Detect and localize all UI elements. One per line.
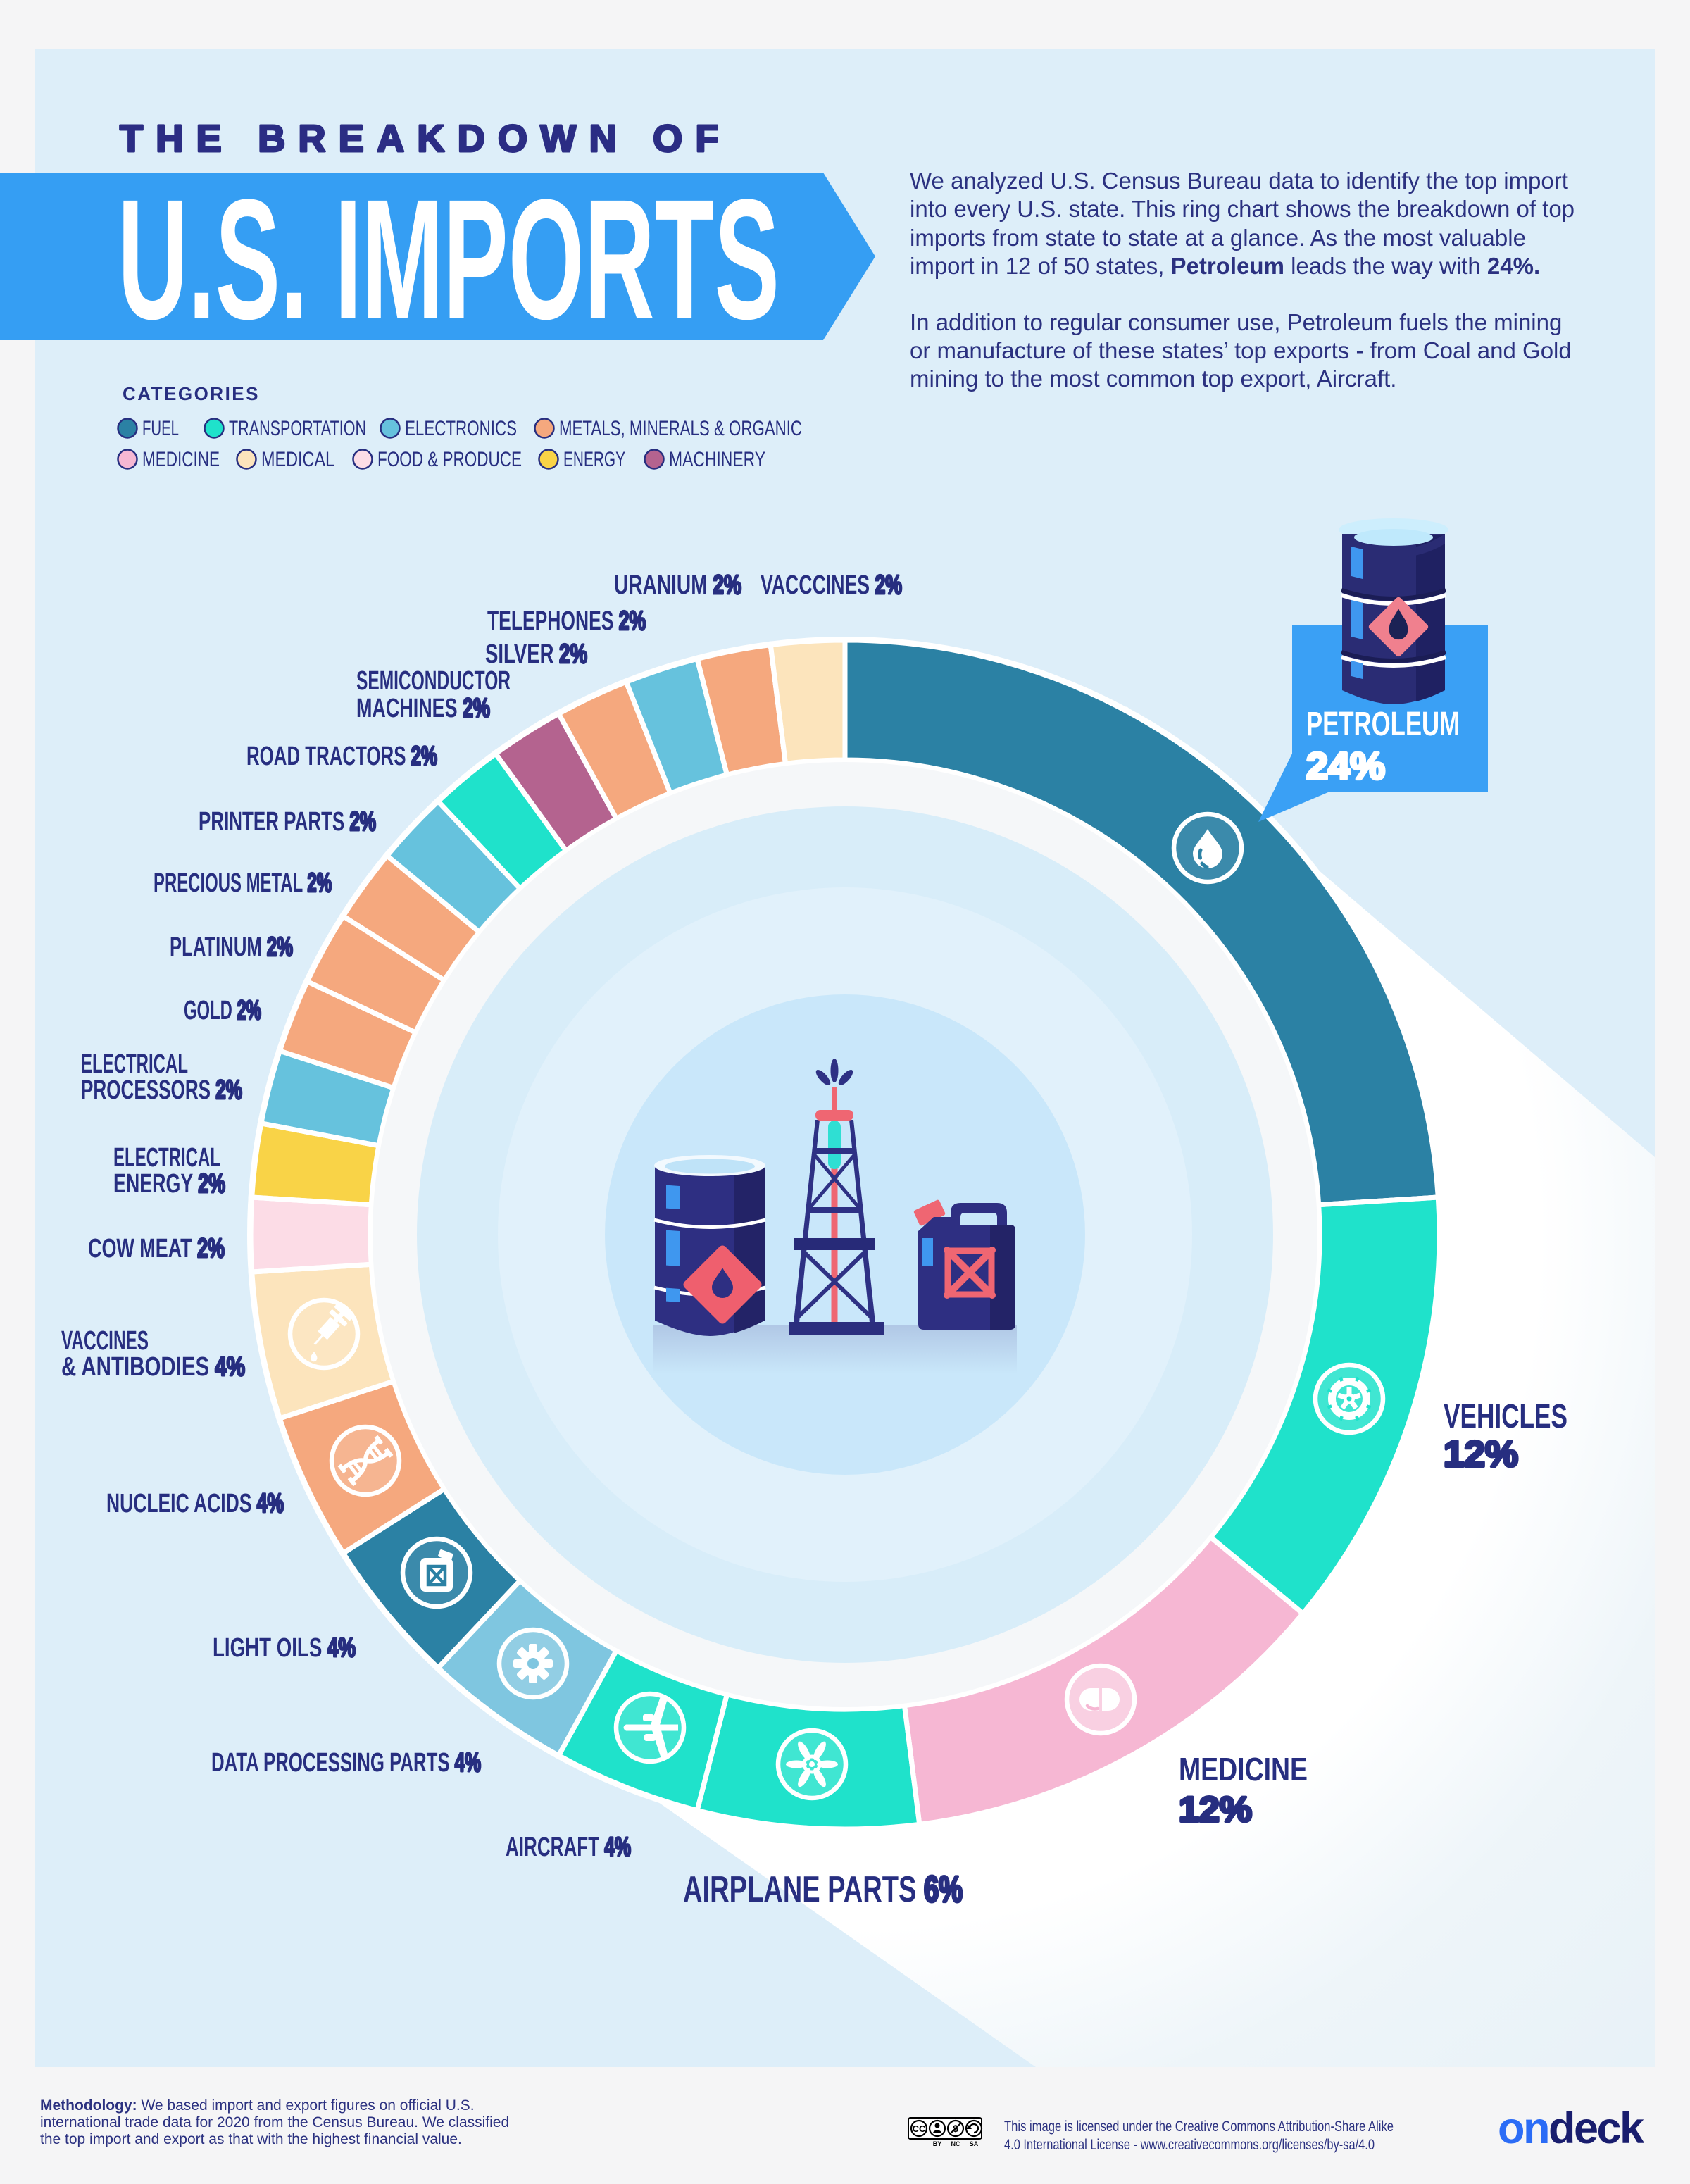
svg-text:& ANTIBODIES 4%: & ANTIBODIES 4%	[61, 1352, 245, 1382]
svg-text:mining to the most common top: mining to the most common top export, Ai…	[910, 366, 1396, 392]
svg-text:NUCLEIC ACIDS 4%: NUCLEIC ACIDS 4%	[106, 1489, 284, 1518]
svg-text:In addition to regular consume: In addition to regular consumer use, Pet…	[910, 309, 1562, 335]
svg-text:ELECTRICAL: ELECTRICAL	[113, 1143, 220, 1173]
svg-text:PRECIOUS METAL 2%: PRECIOUS METAL 2%	[154, 868, 332, 898]
svg-text:VACCINES: VACCINES	[61, 1326, 149, 1356]
svg-text:BY: BY	[933, 2140, 942, 2147]
svg-text:SILVER 2%: SILVER 2%	[485, 639, 587, 669]
svg-text:MEDICINE: MEDICINE	[1179, 1751, 1308, 1787]
svg-text:We analyzed U.S. Census Bureau: We analyzed U.S. Census Bureau data to i…	[910, 168, 1568, 194]
svg-text:NC: NC	[951, 2140, 960, 2147]
svg-text:URANIUM 2%: URANIUM 2%	[614, 570, 741, 600]
svg-text:AIRCRAFT 4%: AIRCRAFT 4%	[506, 1833, 631, 1862]
svg-text:the top import and export as t: the top import and export as that with t…	[40, 2131, 462, 2147]
svg-text:THE BREAKDOWN OF: THE BREAKDOWN OF	[120, 118, 732, 160]
svg-text:METALS, MINERALS & ORGANIC: METALS, MINERALS & ORGANIC	[559, 417, 802, 440]
svg-text:import in 12 of 50 states, Pet: import in 12 of 50 states, Petroleum lea…	[910, 253, 1540, 279]
svg-text:12%: 12%	[1179, 1790, 1252, 1829]
svg-text:U.S. IMPORTS: U.S. IMPORTS	[118, 164, 780, 355]
svg-text:FOOD & PRODUCE: FOOD & PRODUCE	[377, 448, 522, 471]
svg-text:or manufacture of these states: or manufacture of these states’ top expo…	[910, 337, 1572, 363]
svg-text:12%: 12%	[1444, 1434, 1518, 1475]
svg-text:4.0 International License - ww: 4.0 International License - www.creative…	[1004, 2137, 1375, 2153]
svg-text:MEDICAL: MEDICAL	[261, 448, 334, 471]
svg-text:imports from state to state at: imports from state to state at a glance.…	[910, 225, 1526, 251]
svg-text:AIRPLANE PARTS 6%: AIRPLANE PARTS 6%	[683, 1869, 963, 1910]
svg-text:PLATINUM 2%: PLATINUM 2%	[170, 932, 293, 962]
svg-text:VACCCINES 2%: VACCCINES 2%	[760, 570, 902, 600]
svg-text:CATEGORIES: CATEGORIES	[123, 383, 260, 404]
svg-text:PRINTER PARTS 2%: PRINTER PARTS 2%	[199, 807, 376, 837]
svg-text:ENERGY: ENERGY	[563, 448, 625, 471]
svg-text:ondeck: ondeck	[1498, 2104, 1645, 2153]
svg-text:ROAD TRACTORS 2%: ROAD TRACTORS 2%	[246, 742, 437, 771]
svg-text:TELEPHONES 2%: TELEPHONES 2%	[487, 606, 646, 636]
svg-text:Methodology: We based import a: Methodology: We based import and export …	[40, 2097, 475, 2114]
svg-text:TRANSPORTATION: TRANSPORTATION	[229, 417, 366, 440]
svg-text:FUEL: FUEL	[142, 417, 179, 440]
svg-text:SEMICONDUCTOR: SEMICONDUCTOR	[356, 666, 511, 696]
svg-text:international trade data for 2: international trade data for 2020 from t…	[40, 2114, 509, 2130]
svg-text:24%: 24%	[1306, 745, 1385, 787]
svg-text:CC: CC	[913, 2123, 926, 2134]
svg-text:into every U.S. state. This ri: into every U.S. state. This ring chart s…	[910, 196, 1575, 222]
svg-text:This image is licensed under t: This image is licensed under the Creativ…	[1004, 2119, 1394, 2135]
svg-text:COW MEAT 2%: COW MEAT 2%	[88, 1234, 225, 1263]
svg-text:SA: SA	[970, 2140, 979, 2147]
svg-text:PROCESSORS 2%: PROCESSORS 2%	[81, 1075, 242, 1105]
svg-text:ELECTRICAL: ELECTRICAL	[81, 1049, 188, 1079]
svg-text:PETROLEUM: PETROLEUM	[1306, 706, 1460, 743]
svg-text:MEDICINE: MEDICINE	[142, 448, 220, 471]
svg-text:LIGHT OILS 4%: LIGHT OILS 4%	[213, 1633, 356, 1663]
svg-text:VEHICLES: VEHICLES	[1444, 1398, 1567, 1435]
svg-text:MACHINERY: MACHINERY	[669, 448, 765, 471]
svg-text:GOLD 2%: GOLD 2%	[184, 996, 261, 1025]
svg-text:DATA PROCESSING PARTS 4%: DATA PROCESSING PARTS 4%	[211, 1748, 481, 1778]
svg-text:ELECTRONICS: ELECTRONICS	[405, 417, 517, 440]
svg-text:ENERGY 2%: ENERGY 2%	[113, 1169, 225, 1199]
svg-text:MACHINES 2%: MACHINES 2%	[356, 694, 490, 723]
